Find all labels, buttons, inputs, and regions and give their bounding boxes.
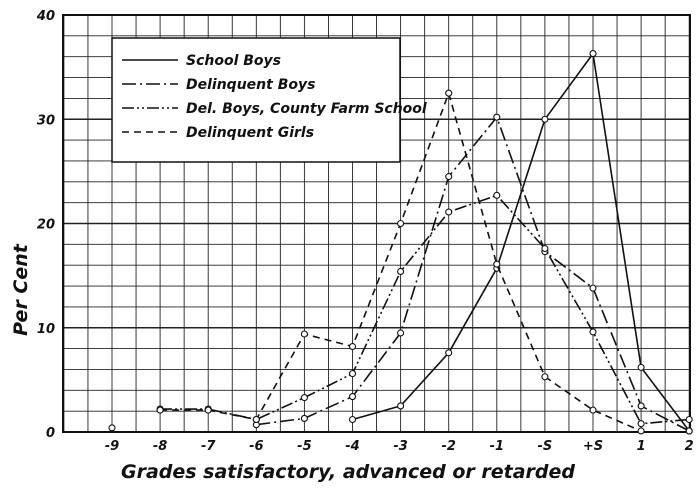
data-point [637, 363, 645, 371]
data-point [541, 244, 549, 253]
data-point [493, 260, 501, 268]
data-point [397, 402, 405, 410]
data-point [300, 414, 308, 422]
y-tick-label: 30 [37, 113, 55, 128]
data-point [156, 406, 164, 414]
x-tick-label: +S [583, 439, 603, 454]
legend-label: Del. Boys, County Farm School [186, 101, 427, 117]
x-tick-label: 1 [637, 439, 646, 454]
y-tick-labels: 0 10 20 30 40 [36, 9, 55, 441]
series-line [160, 194, 690, 425]
x-tick-label: -3 [393, 439, 407, 454]
x-axis-title: Grades satisfactory, advanced or retarde… [121, 461, 575, 483]
x-tick-label: -S [538, 439, 553, 454]
data-point [108, 424, 116, 432]
data-point [445, 89, 453, 97]
data-point [637, 427, 645, 435]
y-axis-title: Per Cent [10, 243, 32, 336]
axes [62, 14, 691, 433]
data-point [685, 427, 693, 435]
y-tick-label: 10 [37, 322, 55, 337]
data-point [300, 330, 308, 338]
data-point [541, 115, 549, 123]
x-tick-label: -9 [105, 439, 119, 454]
data-point [397, 219, 405, 228]
legend-box [111, 37, 401, 163]
data-point [589, 50, 597, 58]
y-tick-label: 0 [46, 426, 55, 441]
y-tick-label: 40 [36, 9, 55, 24]
data-point [541, 373, 549, 381]
data-point [204, 406, 212, 414]
data-point [300, 394, 308, 402]
data-point [637, 420, 645, 428]
data-point [348, 393, 357, 401]
series-line [256, 116, 690, 432]
x-tick-label: -5 [297, 439, 311, 454]
data-point [637, 402, 645, 410]
data-point [397, 267, 405, 276]
series [108, 50, 693, 435]
data-point [252, 415, 260, 424]
legend: School Boys Delinquent Boys Del. Boys, Cou… [111, 37, 427, 163]
y-tick-label: 20 [37, 218, 55, 233]
x-tick-label: -4 [345, 439, 359, 454]
series-delinquent-girls [156, 89, 645, 435]
x-tick-label: -7 [201, 439, 216, 454]
legend-label: Delinquent Boys [186, 77, 315, 93]
data-point [348, 415, 357, 424]
series-delinquent-boys [108, 113, 693, 435]
data-point [348, 342, 357, 351]
data-point [493, 191, 501, 199]
plot-frame [62, 14, 691, 433]
data-point [397, 329, 405, 337]
data-point [685, 415, 693, 424]
data-point [493, 113, 501, 121]
legend-label: Delinquent Girls [186, 125, 314, 141]
x-tick-label: -6 [249, 439, 263, 454]
x-tick-label: 2 [685, 439, 694, 454]
data-point [445, 173, 453, 181]
series-line [352, 52, 690, 432]
data-point [589, 284, 597, 292]
x-tick-label: -2 [441, 439, 455, 454]
x-tick-label: -1 [490, 439, 504, 454]
data-point [445, 208, 453, 216]
legend-label: School Boys [186, 53, 281, 69]
data-point [589, 406, 597, 414]
x-tick-labels: -9 -8 -7 -6 -5 -4 -3 -2 -1 -S +S 1 2 [105, 439, 694, 454]
data-point [589, 328, 597, 336]
x-tick-label: -8 [153, 439, 167, 454]
data-point [445, 349, 453, 357]
data-point [348, 370, 357, 378]
